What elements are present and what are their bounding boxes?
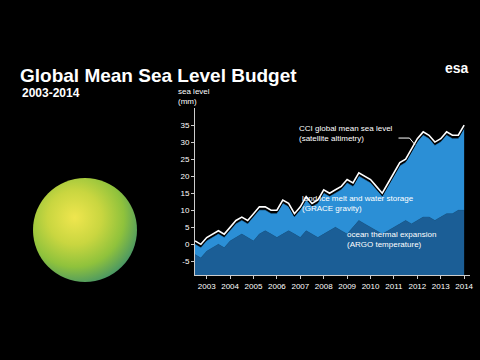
svg-text:20: 20 xyxy=(180,172,189,181)
svg-text:2011: 2011 xyxy=(385,282,403,291)
svg-text:2003-2014: 2003-2014 xyxy=(22,86,80,100)
svg-text:35: 35 xyxy=(180,121,189,130)
svg-text:30: 30 xyxy=(180,138,189,147)
svg-text:land ice melt and water storag: land ice melt and water storage(GRACE gr… xyxy=(302,194,414,213)
svg-text:2005: 2005 xyxy=(245,282,263,291)
svg-text:Global Mean Sea Level Budget: Global Mean Sea Level Budget xyxy=(20,65,297,86)
svg-text:15: 15 xyxy=(180,189,189,198)
svg-text:2012: 2012 xyxy=(408,282,426,291)
svg-text:2014: 2014 xyxy=(455,282,473,291)
svg-text:2013: 2013 xyxy=(432,282,450,291)
svg-text:sea level(mm): sea level(mm) xyxy=(178,87,210,106)
svg-text:2003: 2003 xyxy=(198,282,216,291)
svg-text:10: 10 xyxy=(180,206,189,215)
svg-text:2006: 2006 xyxy=(268,282,286,291)
svg-text:2007: 2007 xyxy=(291,282,309,291)
svg-text:0: 0 xyxy=(185,240,190,249)
svg-text:-5: -5 xyxy=(182,257,190,266)
svg-text:CCI global mean sea level(sate: CCI global mean sea level(satellite alti… xyxy=(299,124,393,143)
svg-text:2009: 2009 xyxy=(338,282,356,291)
svg-text:2004: 2004 xyxy=(221,282,239,291)
svg-text:ocean thermal expansion(ARGO t: ocean thermal expansion(ARGO temperature… xyxy=(347,230,436,249)
svg-text:esa: esa xyxy=(445,60,469,76)
svg-text:2010: 2010 xyxy=(362,282,380,291)
svg-text:25: 25 xyxy=(180,155,189,164)
svg-text:5: 5 xyxy=(185,223,190,232)
svg-text:2008: 2008 xyxy=(315,282,333,291)
